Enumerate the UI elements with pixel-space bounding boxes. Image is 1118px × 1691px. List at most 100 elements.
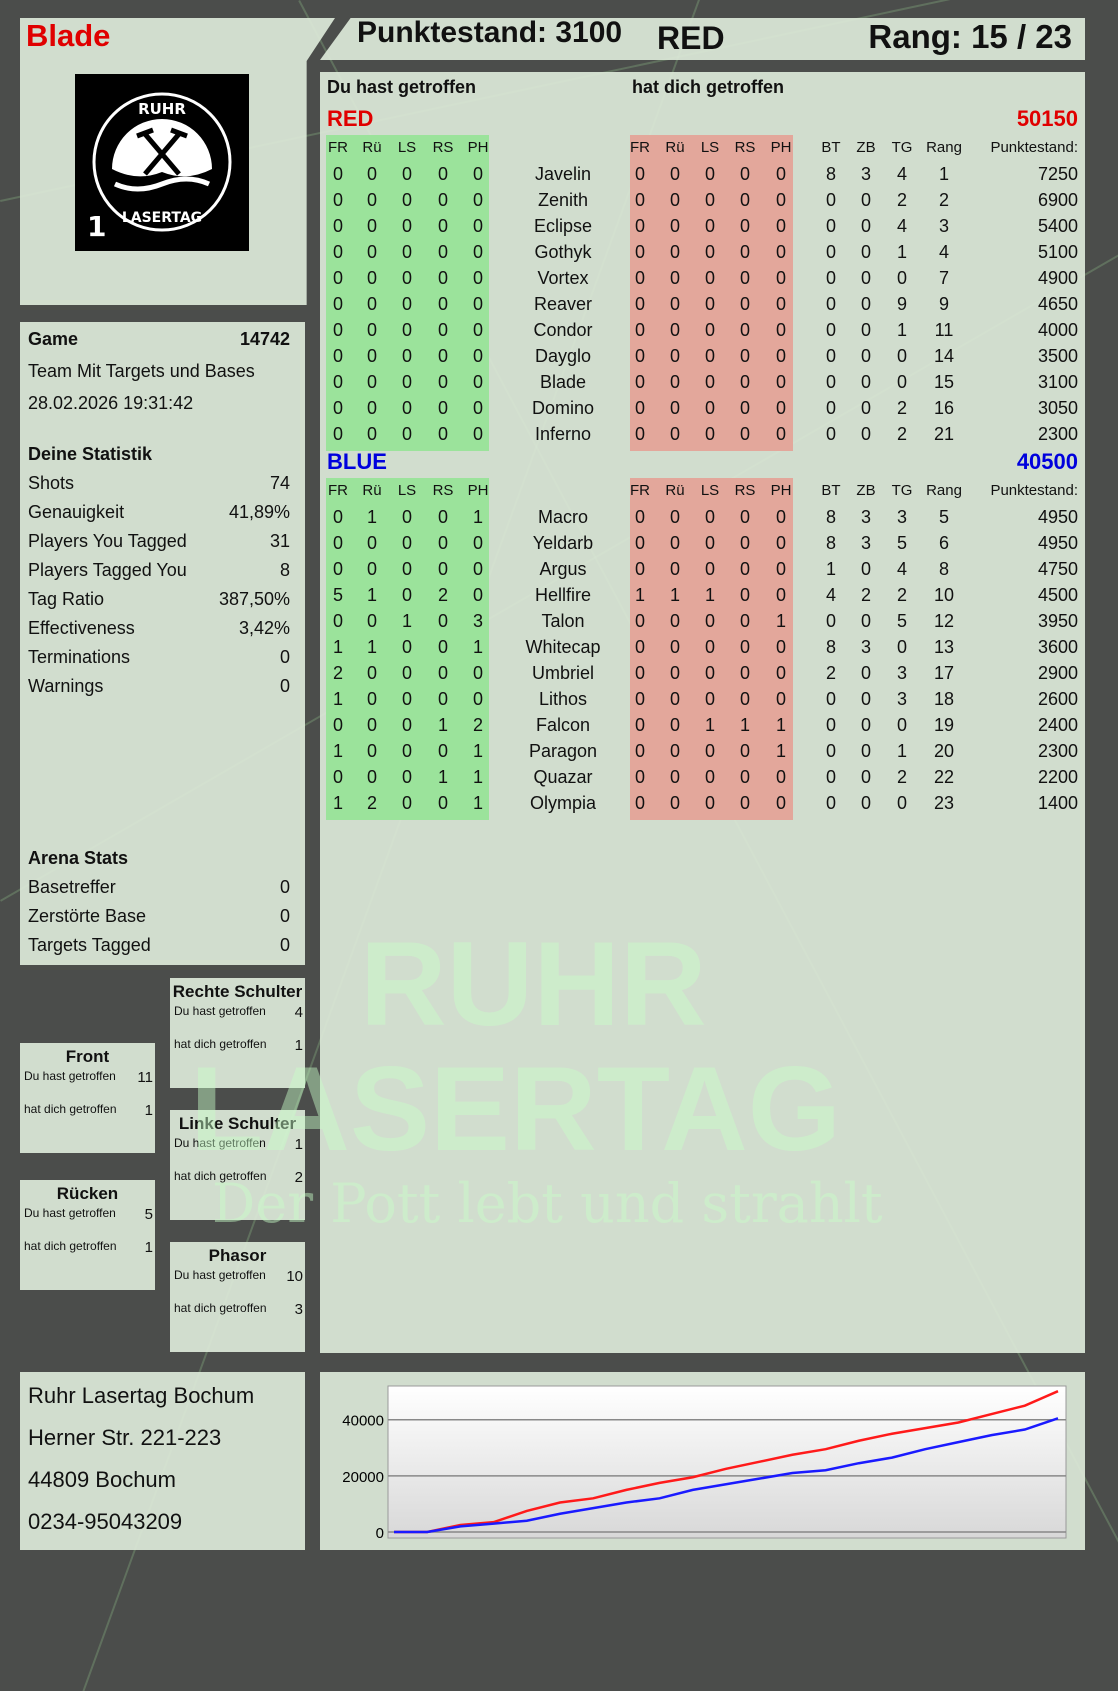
hit-you-cell: 0 — [669, 424, 680, 444]
stat-cell: 0 — [825, 715, 836, 735]
player-name-cell: Dayglo — [534, 346, 592, 366]
stat-cell: 3 — [860, 164, 871, 184]
stat-label: Genauigkeit — [28, 502, 125, 522]
game-row: Game 14742 — [28, 329, 290, 350]
hit-you-cell: 0 — [634, 242, 645, 262]
hit-you-cell: 0 — [634, 190, 645, 210]
stat-cell: 5 — [896, 611, 907, 631]
score-cell: 4650 — [1037, 294, 1078, 314]
svg-text:RUHR: RUHR — [138, 100, 186, 118]
player-name-cell: Reaver — [533, 294, 593, 314]
player-name-cell: Umbriel — [531, 663, 594, 683]
stat-value: 3,42% — [238, 618, 290, 638]
watermark-tagline: Der Pott lebt und strahlt — [212, 1172, 883, 1235]
zone-value: 1 — [294, 1037, 303, 1054]
zone-value: 1 — [294, 1136, 303, 1153]
col-header: BT — [821, 139, 841, 156]
stat-cell: 0 — [825, 294, 836, 314]
you-hit-cell: 0 — [332, 398, 343, 418]
you-hit-cell: 0 — [401, 559, 412, 579]
hit-you-cell: 0 — [775, 320, 786, 340]
player-name-cell: Argus — [539, 559, 587, 579]
hit-you-cell: 0 — [704, 320, 715, 340]
player-name-cell: Eclipse — [533, 216, 593, 236]
hit-you-cell: 0 — [634, 611, 645, 631]
score-cell: 4000 — [1037, 320, 1078, 340]
player-rank: Rang: 15 / 23 — [868, 18, 1072, 55]
stat-cell: 0 — [896, 793, 907, 813]
zone-title: Front — [65, 1047, 110, 1066]
you-hit-cell: 0 — [366, 741, 377, 761]
you-hit-cell: 0 — [472, 268, 483, 288]
col-header: LS — [700, 482, 720, 499]
stat-cell: 12 — [933, 611, 955, 631]
stat-cell: 4 — [896, 216, 907, 236]
score-cell: 2900 — [1037, 663, 1078, 683]
zone-value: 1 — [144, 1239, 153, 1256]
you-hit-cell: 0 — [366, 559, 377, 579]
team-total: 50150 — [1016, 106, 1078, 131]
address-line: 44809 Bochum — [28, 1467, 176, 1492]
stat-cell: 3 — [860, 533, 871, 553]
col-header: Rü — [362, 482, 382, 499]
col-header: LS — [397, 482, 417, 499]
you-hit-cell: 0 — [332, 242, 343, 262]
you-hit-band — [326, 478, 489, 820]
stat-label: Players Tagged You — [28, 560, 187, 580]
hit-you-cell: 0 — [634, 559, 645, 579]
hit-you-cell: 0 — [775, 663, 786, 683]
you-hit-cell: 0 — [437, 637, 448, 657]
player-name-cell: Gothyk — [534, 242, 592, 262]
you-hit-cell: 0 — [401, 533, 412, 553]
stat-value: 41,89% — [228, 502, 290, 522]
stat-cell: 4 — [896, 559, 907, 579]
hit-you-cell: 1 — [704, 715, 715, 735]
you-hit-cell: 0 — [366, 268, 377, 288]
address-line: Ruhr Lasertag Bochum — [28, 1383, 255, 1408]
you-hit-cell: 0 — [332, 559, 343, 579]
score-cell: 2300 — [1037, 424, 1078, 444]
you-hit-cell: 0 — [472, 398, 483, 418]
player-name-cell: Javelin — [534, 164, 592, 184]
hit-you-cell: 0 — [775, 294, 786, 314]
stat-row: Shots 74 — [28, 473, 290, 494]
you-hit-cell: 0 — [366, 216, 377, 236]
hit-you-cell: 0 — [739, 372, 750, 392]
stat-cell: 0 — [825, 268, 836, 288]
col-header: Rü — [665, 139, 685, 156]
you-hit-cell: 0 — [472, 585, 483, 605]
stat-cell: 1 — [938, 164, 949, 184]
stat-cell: 3 — [896, 689, 907, 709]
you-hit-cell: 0 — [401, 398, 412, 418]
you-hit-cell: 1 — [332, 637, 343, 657]
col-header: PH — [770, 482, 792, 499]
arena-label: Basetreffer — [28, 877, 116, 897]
you-hit-cell: 0 — [366, 320, 377, 340]
hit-you-cell: 0 — [669, 689, 680, 709]
you-hit-cell: 0 — [401, 216, 412, 236]
you-hit-cell: 3 — [472, 611, 483, 631]
game-mode: Team Mit Targets und Bases — [28, 361, 255, 381]
player-name-cell: Whitecap — [525, 637, 601, 657]
stat-cell: 0 — [860, 242, 871, 262]
stat-cell: 5 — [938, 507, 949, 527]
arena-row: Basetreffer 0 — [28, 877, 290, 898]
you-hit-cell: 0 — [437, 559, 448, 579]
hit-you-cell: 0 — [669, 372, 680, 392]
hit-you-cell: 0 — [669, 507, 680, 527]
hit-you-cell: 0 — [739, 585, 750, 605]
stat-cell: 0 — [896, 637, 907, 657]
hit-you-cell: 0 — [704, 767, 715, 787]
game-datetime: 28.02.2026 19:31:42 — [28, 393, 194, 413]
stat-row: Players Tagged You 8 — [28, 560, 290, 581]
col-header: PH — [467, 139, 489, 156]
zone-value: 2 — [294, 1169, 303, 1186]
stat-value: 74 — [269, 473, 290, 493]
stat-value: 0 — [279, 647, 290, 667]
stat-row: Players You Tagged 31 — [28, 531, 290, 552]
stat-cell: 21 — [933, 424, 955, 444]
player-name-cell: Olympia — [529, 793, 596, 813]
stat-value: 0 — [279, 676, 290, 696]
hit-you-cell: 0 — [669, 164, 680, 184]
col-header: FR — [630, 482, 650, 499]
